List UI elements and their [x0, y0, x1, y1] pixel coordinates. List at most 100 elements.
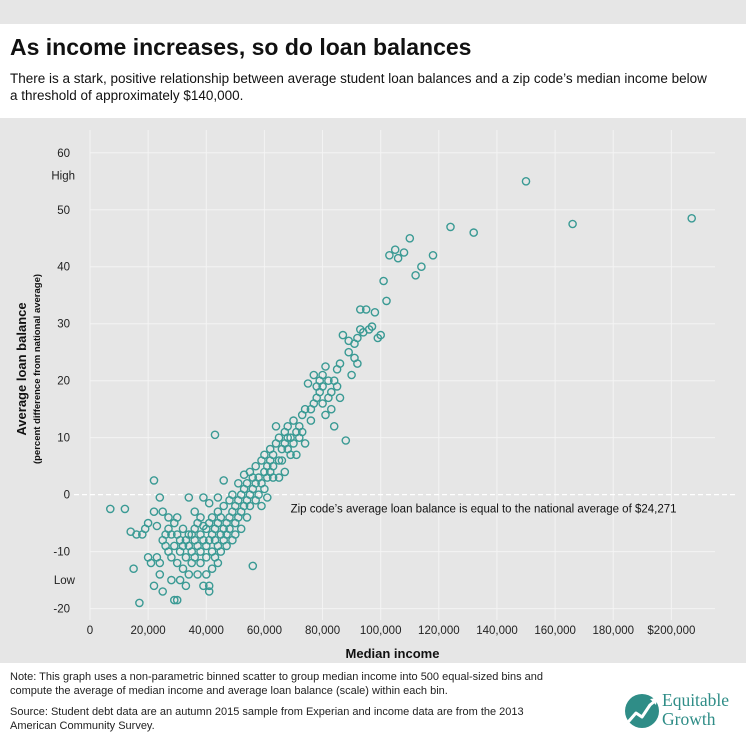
data-point — [233, 478, 243, 488]
x-tick-label: 40,000 — [189, 625, 224, 637]
data-point — [332, 382, 342, 391]
y-tick-label: 20 — [57, 376, 70, 388]
data-point — [469, 228, 479, 237]
data-point — [219, 476, 228, 485]
data-point — [222, 541, 231, 551]
data-point — [353, 333, 362, 343]
data-point — [393, 253, 403, 263]
data-point — [225, 524, 234, 534]
data-point — [169, 595, 179, 605]
data-point — [379, 276, 388, 286]
data-point — [242, 478, 252, 488]
data-point — [245, 501, 255, 511]
data-point — [251, 461, 260, 471]
data-point — [236, 524, 246, 534]
data-point — [149, 581, 159, 591]
data-point — [338, 330, 348, 340]
data-point — [172, 558, 182, 568]
data-point — [230, 530, 240, 539]
data-point — [262, 493, 272, 502]
x-tick-label: 20,000 — [131, 625, 166, 637]
y-tick-label: 40 — [57, 262, 70, 274]
data-point — [268, 450, 278, 460]
data-point — [204, 581, 214, 591]
data-point — [196, 513, 205, 522]
chart-area: 0 20,000 40,000 60,000 80,000 100,000 120,000 1… — [0, 118, 746, 663]
data-point — [207, 513, 217, 522]
data-point — [335, 359, 345, 368]
data-point — [204, 587, 214, 596]
data-point — [347, 370, 356, 380]
y-tick-label: 50 — [57, 205, 70, 217]
data-point — [321, 362, 330, 371]
data-point — [318, 370, 327, 380]
data-point — [228, 490, 237, 500]
footer: Note: This graph uses a non-parametric b… — [0, 663, 746, 744]
y-tick-label: 30 — [57, 319, 70, 331]
y-tick-label: 0 — [64, 490, 70, 502]
data-point — [196, 558, 205, 568]
data-point — [260, 484, 269, 494]
x-tick-label: 180,000 — [592, 625, 634, 637]
data-point — [257, 501, 266, 511]
data-point — [306, 416, 316, 425]
data-point — [361, 305, 371, 314]
data-point — [184, 570, 194, 579]
data-point — [167, 575, 176, 585]
y-axis-subtitle: (percent difference from national averag… — [32, 274, 43, 464]
data-point — [201, 552, 211, 562]
data-point — [277, 456, 287, 465]
data-point — [521, 177, 531, 186]
data-point — [274, 473, 284, 482]
data-point — [367, 322, 377, 331]
data-point — [164, 513, 173, 522]
data-point — [254, 490, 263, 500]
x-tick-label: 160,000 — [534, 625, 576, 637]
data-point — [446, 222, 455, 232]
data-point — [353, 359, 362, 368]
y-high-label: High — [51, 171, 75, 183]
data-point — [196, 547, 205, 556]
data-point — [129, 564, 138, 574]
data-point — [326, 387, 336, 397]
data-point — [568, 219, 577, 229]
data-point — [280, 467, 290, 477]
data-point — [271, 421, 281, 431]
data-point — [399, 248, 409, 257]
data-point — [324, 376, 333, 386]
data-point — [303, 379, 313, 388]
data-point — [158, 507, 167, 517]
data-point — [382, 296, 391, 306]
chart-subtitle: There is a stark, positive relationship … — [10, 71, 707, 103]
reference-line-label: Zip code’s average loan balance is equal… — [291, 504, 677, 516]
data-point — [242, 513, 252, 522]
y-tick-label: -20 — [53, 604, 70, 616]
data-point — [326, 404, 336, 414]
data-point — [283, 433, 293, 443]
data-point — [132, 530, 141, 539]
data-point — [318, 382, 327, 391]
data-point — [175, 575, 185, 585]
x-tick-label: 60,000 — [247, 625, 282, 637]
data-point — [167, 530, 176, 539]
y-tick-label: -10 — [53, 547, 70, 559]
equitable-growth-logo: Equitable Growth — [624, 689, 744, 737]
logo-text-line2: Growth — [662, 709, 716, 729]
data-point — [193, 570, 202, 579]
data-point — [120, 504, 130, 514]
data-point — [385, 250, 394, 260]
data-point — [274, 456, 284, 465]
data-point — [155, 570, 165, 579]
data-point — [289, 439, 298, 448]
data-point — [169, 541, 179, 551]
data-point — [158, 587, 167, 596]
data-point — [292, 450, 301, 460]
chart-title: As income increases, so do loan balances — [10, 34, 472, 60]
chart-note: Note: This graph uses a non-parametric b… — [10, 671, 544, 697]
x-tick-label: $200,000 — [647, 625, 695, 637]
data-point — [155, 558, 165, 568]
data-point — [411, 270, 420, 280]
data-point — [370, 307, 380, 317]
data-point — [146, 558, 156, 568]
data-point — [260, 450, 269, 460]
